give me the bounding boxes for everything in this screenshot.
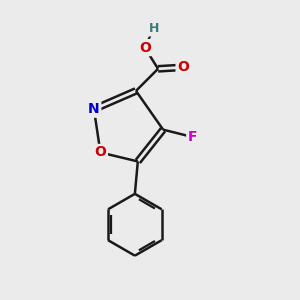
Text: F: F [188, 130, 197, 144]
Text: H: H [148, 22, 159, 35]
Text: O: O [177, 60, 189, 74]
Text: O: O [139, 40, 151, 55]
Text: O: O [94, 146, 106, 160]
Text: N: N [88, 102, 100, 116]
